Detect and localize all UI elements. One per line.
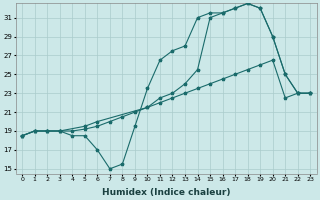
X-axis label: Humidex (Indice chaleur): Humidex (Indice chaleur) — [102, 188, 230, 197]
